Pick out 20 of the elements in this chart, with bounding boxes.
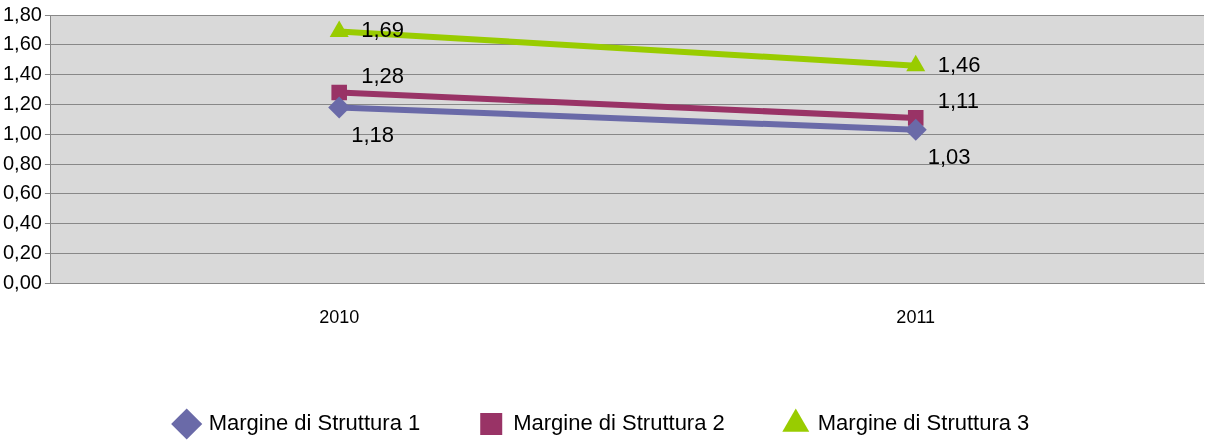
x-tick-label: 2011 — [896, 307, 936, 328]
data-label: 1,18 — [351, 121, 395, 147]
data-label: 1,46 — [937, 51, 981, 77]
y-tick-label: 1,00 — [2, 121, 42, 144]
x-tick-label: 2010 — [319, 307, 360, 328]
y-tick-label: 0,20 — [2, 241, 42, 264]
data-label: 1,03 — [927, 143, 971, 169]
y-tick-label: 1,80 — [2, 2, 42, 25]
y-tick-label: 1,20 — [2, 91, 42, 114]
legend-label: Margine di Struttura 2 — [513, 410, 725, 436]
y-tick-label: 0,00 — [2, 270, 42, 293]
legend-label: Margine di Struttura 1 — [208, 410, 421, 436]
legend-label: Margine di Struttura 3 — [817, 410, 1030, 436]
y-tick-label: 1,40 — [2, 62, 42, 85]
y-tick-label: 0,60 — [2, 181, 42, 204]
data-label: 1,28 — [361, 62, 405, 88]
y-tick-label: 1,60 — [2, 32, 42, 55]
y-tick-label: 0,40 — [2, 211, 42, 234]
y-tick-label: 0,80 — [2, 151, 42, 174]
data-label: 1,11 — [937, 87, 979, 113]
